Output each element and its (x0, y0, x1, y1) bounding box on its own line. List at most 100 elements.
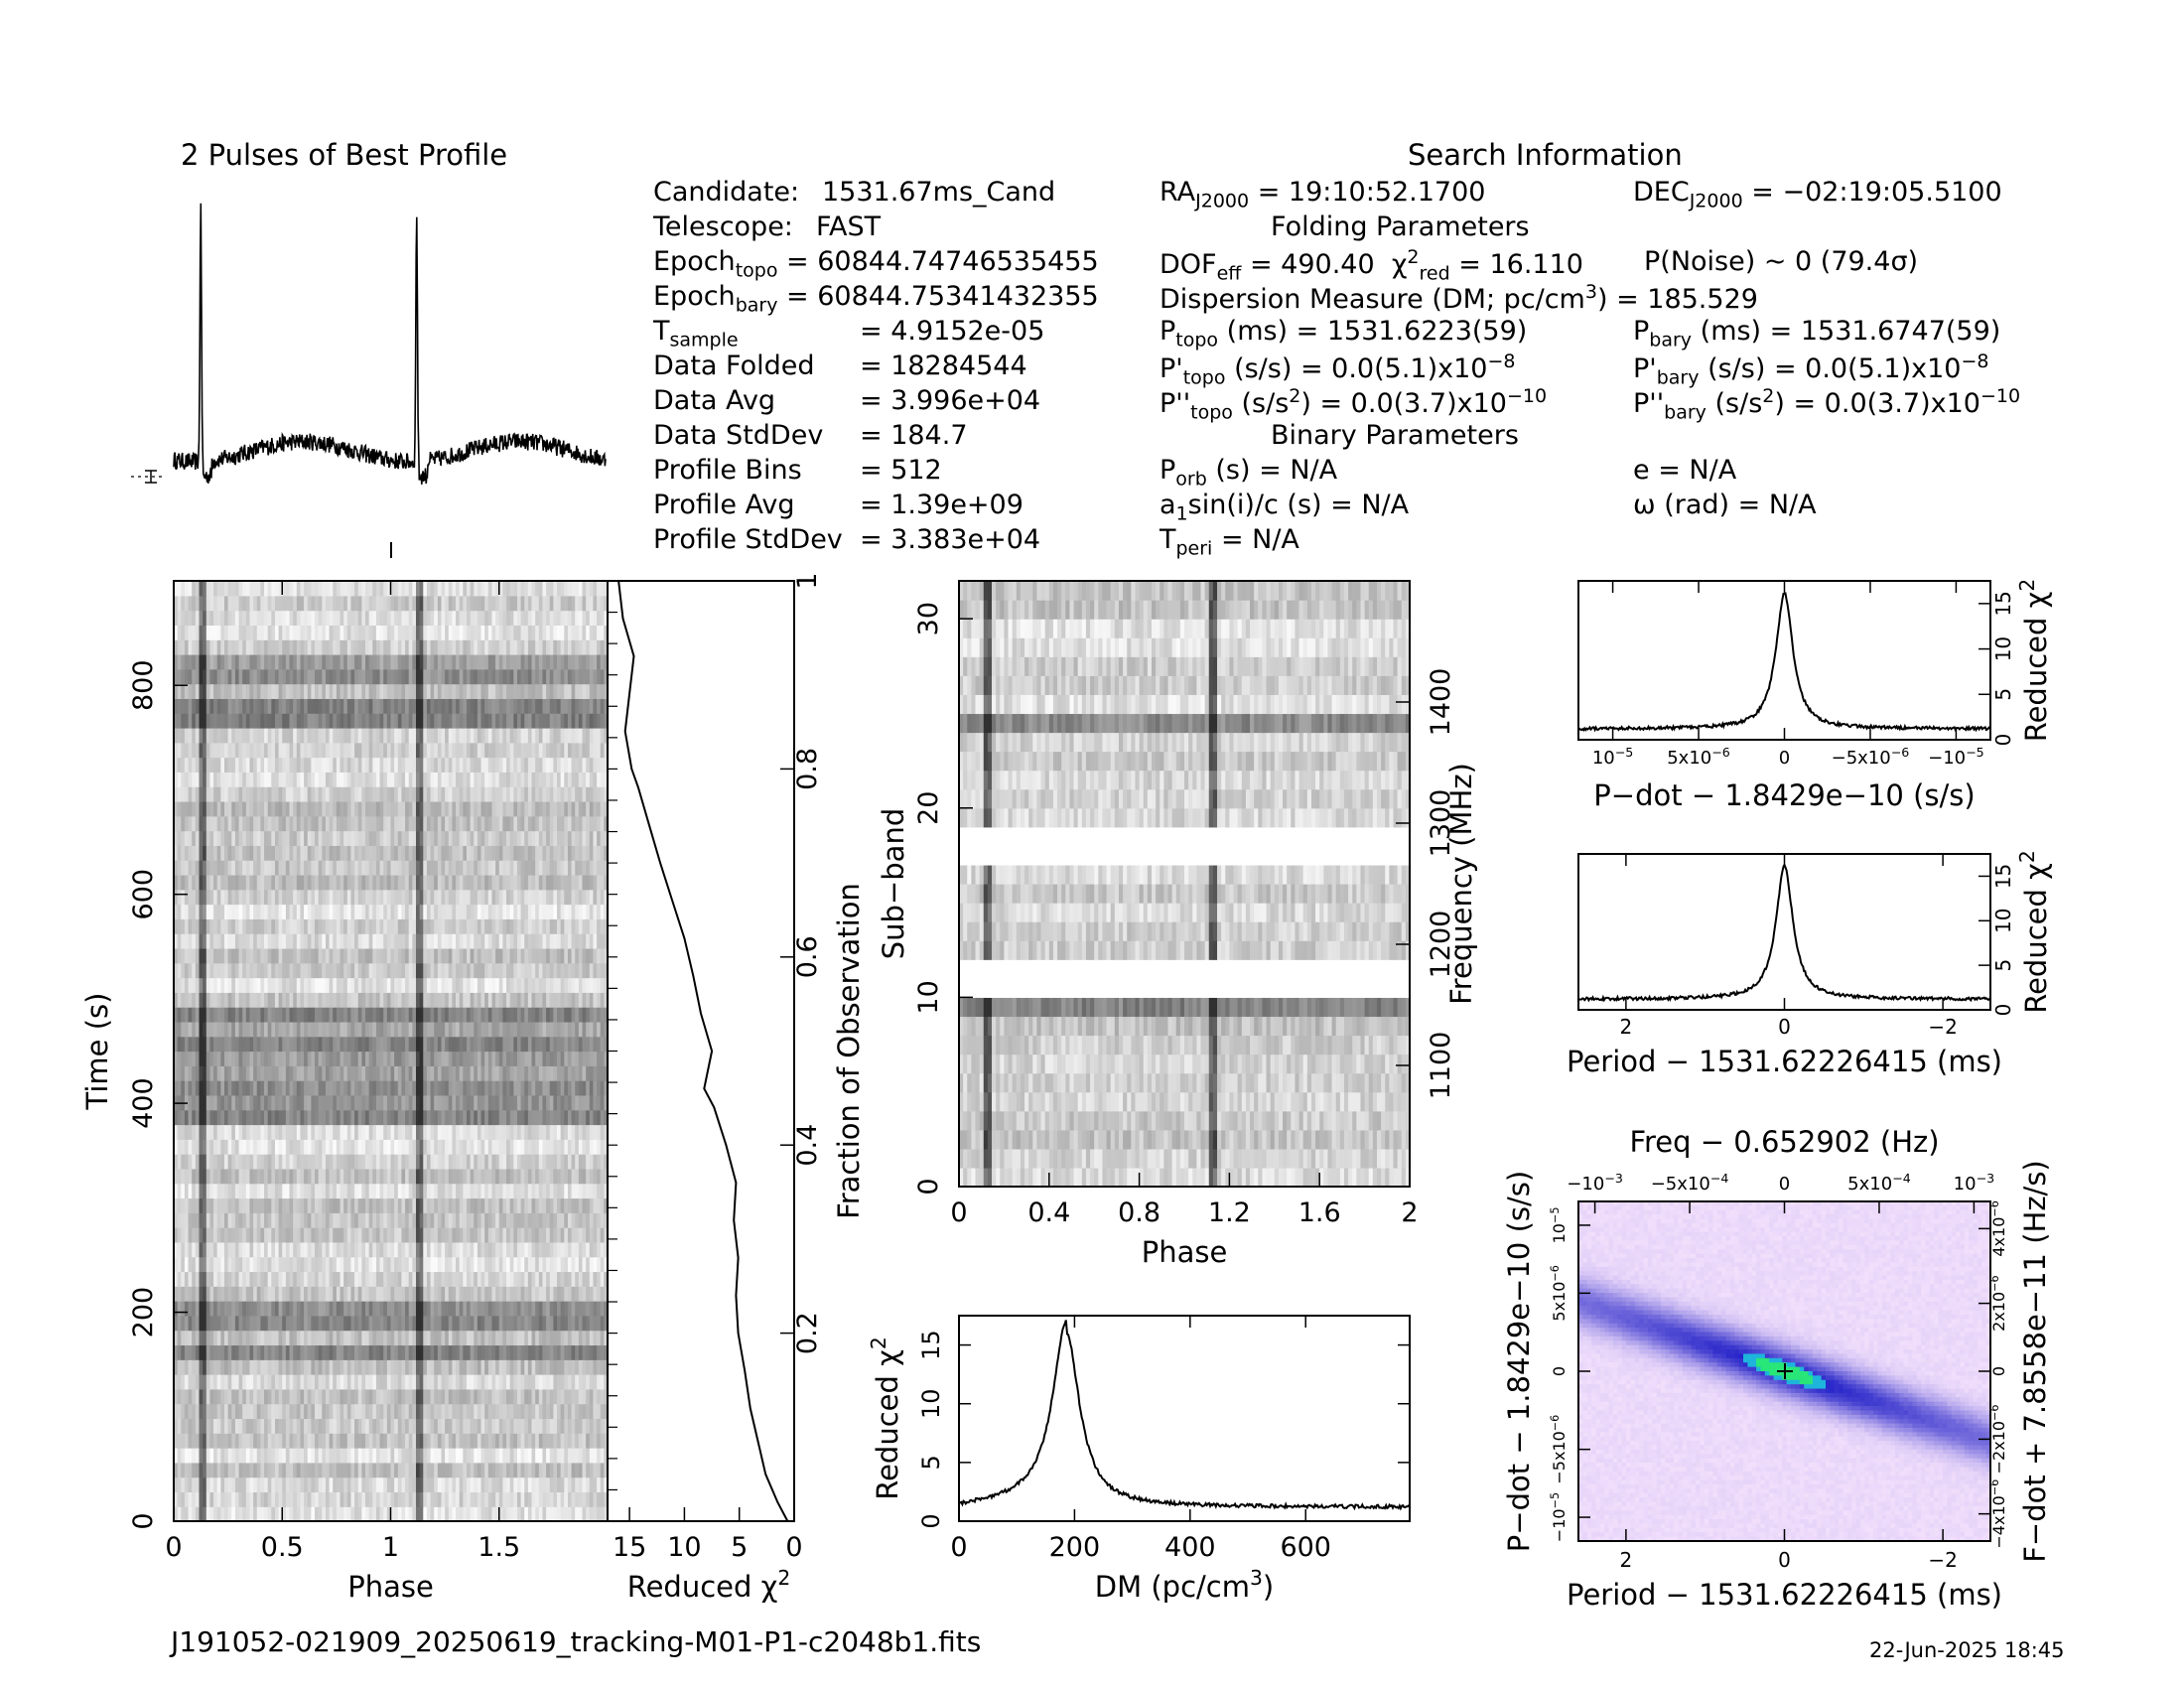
heatmap-cell (213, 1301, 218, 1317)
heatmap-cell (192, 1344, 197, 1360)
heatmap-cell (271, 1388, 276, 1405)
heatmap-cell (423, 1036, 428, 1053)
heatmap-cell (282, 1256, 287, 1273)
heatmap-cell (357, 1080, 362, 1096)
heatmap-cell (426, 1374, 432, 1390)
heatmap-cell (278, 992, 283, 1008)
heatmap-cell (300, 1448, 305, 1464)
heatmap-cell (553, 1212, 558, 1228)
heatmap-cell (386, 1374, 392, 1390)
heatmap-cell (220, 1374, 225, 1390)
heatmap-cell (542, 1124, 547, 1140)
heatmap-cell (203, 1241, 207, 1258)
heatmap-cell (318, 1021, 323, 1038)
heatmap-cell (199, 1212, 204, 1228)
heatmap-cell (213, 1154, 218, 1170)
heatmap-cell (318, 1036, 323, 1053)
heatmap-cell (437, 1139, 443, 1155)
heatmap-cell (434, 1094, 439, 1111)
heatmap-cell (242, 1344, 247, 1360)
heatmap-cell (278, 904, 283, 919)
heatmap-cell (498, 947, 503, 964)
heatmap-cell (177, 1051, 182, 1066)
heatmap-cell (423, 1256, 428, 1273)
heatmap-cell (256, 1021, 261, 1038)
heatmap-cell (506, 918, 511, 934)
heatmap-cell (274, 933, 280, 949)
heatmap-cell (181, 1227, 186, 1243)
heatmap-cell (535, 1477, 540, 1493)
heatmap-cell (361, 1154, 366, 1170)
heatmap-cell (560, 1301, 565, 1317)
heatmap-cell (267, 1241, 272, 1258)
heatmap-cell (571, 992, 576, 1008)
heatmap-cell (412, 1359, 417, 1375)
heatmap-cell (597, 1080, 602, 1096)
heatmap-cell (571, 1080, 576, 1096)
heatmap-cell (527, 1154, 533, 1170)
heatmap-cell (390, 1124, 395, 1140)
heatmap-cell (346, 1388, 352, 1405)
heatmap-cell (383, 1197, 388, 1213)
heatmap-cell (426, 1109, 432, 1126)
heatmap-cell (195, 1344, 201, 1360)
heatmap-cell (354, 1007, 359, 1023)
heatmap-cell (390, 1271, 395, 1287)
heatmap-cell (177, 1065, 182, 1081)
heatmap-cell (260, 1036, 265, 1053)
heatmap-cell (368, 933, 373, 949)
heatmap-cell (437, 1168, 443, 1185)
heatmap-cell (242, 1080, 247, 1096)
heatmap-cell (593, 1418, 598, 1434)
heatmap-cell (390, 1168, 395, 1185)
heatmap-cell (223, 1506, 229, 1522)
heatmap-cell (437, 1036, 443, 1053)
heatmap-cell (419, 1168, 424, 1185)
heatmap-cell (188, 1094, 193, 1111)
heatmap-cell (205, 962, 211, 979)
heatmap-cell (278, 1124, 283, 1140)
heatmap-cell (340, 1168, 344, 1185)
heatmap-cell (426, 992, 432, 1008)
heatmap-cell (368, 1080, 373, 1096)
heatmap-cell (597, 977, 602, 993)
heatmap-cell (365, 1168, 370, 1185)
heatmap-cell (604, 1183, 609, 1199)
heatmap-cell (336, 1506, 341, 1522)
heatmap-cell (195, 1065, 201, 1081)
heatmap-cell (495, 1330, 500, 1346)
heatmap-cell (372, 1403, 377, 1420)
heatmap-cell (307, 1109, 312, 1126)
heatmap-cell (184, 1139, 190, 1155)
heatmap-cell (234, 1241, 240, 1258)
heatmap-cell (256, 1448, 261, 1464)
heatmap-cell (256, 1418, 261, 1434)
heatmap-cell (318, 1007, 323, 1023)
heatmap-cell (538, 933, 544, 949)
heatmap-cell (430, 1418, 435, 1434)
heatmap-cell (604, 977, 609, 993)
heatmap-cell (343, 1080, 348, 1096)
heatmap-cell (322, 1080, 327, 1096)
heatmap-cell (437, 1051, 443, 1066)
heatmap-cell (524, 1477, 529, 1493)
heatmap-cell (289, 1301, 294, 1317)
heatmap-cell (456, 1241, 461, 1258)
heatmap-cell (205, 1168, 211, 1185)
heatmap-cell (582, 1271, 587, 1287)
heatmap-cell (604, 1462, 609, 1478)
heatmap-cell (546, 1271, 551, 1287)
heatmap-cell (412, 1007, 417, 1023)
heatmap-cell (315, 1212, 320, 1228)
heatmap-cell (318, 1080, 323, 1096)
heatmap-cell (390, 1094, 395, 1111)
heatmap-cell (589, 1183, 595, 1199)
heatmap-cell (509, 1109, 514, 1126)
heatmap-cell (231, 1109, 236, 1126)
heatmap-cell (315, 1491, 320, 1507)
heatmap-cell (379, 1036, 384, 1053)
heatmap-cell (267, 1271, 272, 1287)
heatmap-cell (271, 1154, 276, 1170)
heatmap-cell (231, 933, 236, 949)
heatmap-cell (434, 1433, 439, 1449)
